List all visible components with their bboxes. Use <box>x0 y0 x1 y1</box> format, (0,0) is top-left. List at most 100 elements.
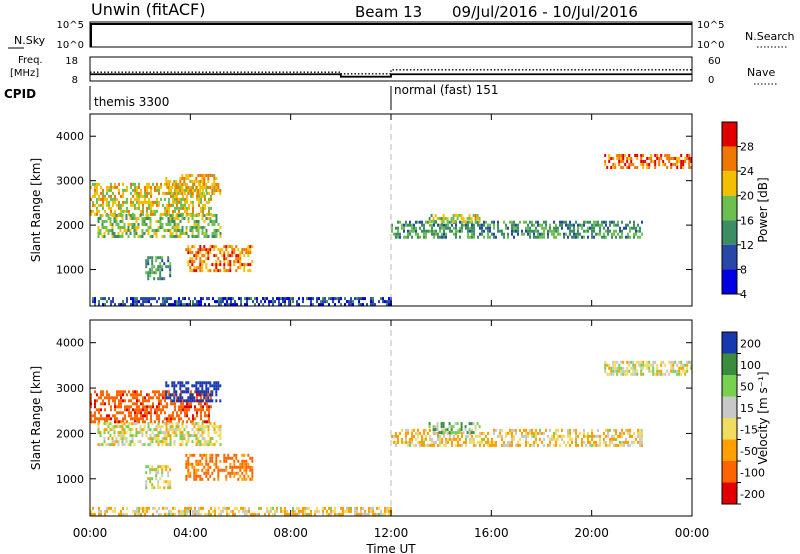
cpid-label: CPID <box>4 87 36 101</box>
power-echo-cell <box>112 203 114 207</box>
velocity-echo-cell <box>620 369 623 373</box>
velocity-echo-cell <box>126 405 128 409</box>
power-echo-cell <box>517 226 519 230</box>
velocity-echo-cell <box>461 443 463 447</box>
power-echo-cell <box>145 262 148 266</box>
velocity-echo-cell <box>132 396 134 400</box>
power-echo-cell <box>92 194 94 198</box>
velocity-echo-cell <box>119 425 122 429</box>
power-echo-cell <box>145 271 148 275</box>
power-echo-cell <box>187 192 190 195</box>
velocity-echo-cell <box>179 384 182 388</box>
power-echo-cell <box>227 254 230 258</box>
power-echo-cell <box>230 303 232 307</box>
velocity-echo-cell <box>178 512 180 516</box>
velocity-echo-cell <box>180 509 182 513</box>
power-echo-cell <box>458 214 461 217</box>
power-echo-cell <box>203 235 206 238</box>
power-echo-cell <box>187 189 190 192</box>
power-echo-cell <box>497 229 499 233</box>
nsky-tick-top-left: 10^5 <box>57 20 84 31</box>
power-echo-cell <box>666 154 669 157</box>
velocity-echo-cell <box>173 390 176 394</box>
velocity-echo-cell <box>190 390 192 394</box>
power-echo-cell <box>462 220 465 223</box>
velocity-echo-cell <box>146 506 148 510</box>
velocity-echo-cell <box>185 431 188 435</box>
power-echo-cell <box>106 197 108 201</box>
power-echo-cell <box>282 297 284 301</box>
power-echo-cell <box>191 235 194 238</box>
power-echo-cell <box>199 183 202 186</box>
power-echo-cell <box>108 203 110 207</box>
power-echo-cell <box>104 303 106 307</box>
velocity-echo-cell <box>238 509 240 513</box>
velocity-echo-cell <box>189 471 192 475</box>
power-echo-cell <box>170 297 172 301</box>
velocity-echo-cell <box>187 440 190 444</box>
velocity-echo-cell <box>136 512 138 516</box>
power-echo-cell <box>244 297 246 301</box>
power-echo-cell <box>442 214 445 217</box>
power-echo-cell <box>456 217 459 220</box>
velocity-echo-cell <box>161 471 164 475</box>
velocity-echo-cell <box>136 417 138 421</box>
velocity-echo-cell <box>200 512 202 516</box>
power-echo-cell <box>324 300 326 304</box>
power-echo-cell <box>167 259 170 263</box>
power-echo-cell <box>223 266 226 270</box>
power-echo-cell <box>587 235 589 239</box>
power-echo-cell <box>215 254 218 258</box>
velocity-echo-cell <box>284 509 286 513</box>
velocity-echo-cell <box>215 462 218 466</box>
velocity-echo-cell <box>631 434 633 438</box>
power-echo-cell <box>610 166 613 169</box>
velocity-echo-cell <box>425 428 427 432</box>
velocity-echo-cell <box>134 512 136 516</box>
power-echo-cell <box>213 235 216 238</box>
power-echo-cell <box>629 220 631 224</box>
power-echo-cell <box>340 297 342 301</box>
velocity-echo-cell <box>413 428 415 432</box>
velocity-echo-cell <box>251 465 254 469</box>
power-echo-cell <box>183 217 186 220</box>
velocity-echo-cell <box>125 437 128 441</box>
velocity-echo-cell <box>186 408 188 412</box>
velocity-echo-cell <box>178 420 180 424</box>
velocity-echo-cell <box>90 512 92 516</box>
power-echo-cell <box>113 220 116 223</box>
velocity-echo-cell <box>183 390 186 394</box>
power-echo-cell <box>134 300 136 304</box>
power-echo-cell <box>148 197 150 201</box>
velocity-echo-cell <box>109 422 112 426</box>
velocity-echo-cell <box>178 408 180 412</box>
y-tick-label: 1000 <box>56 264 84 277</box>
velocity-echo-cell <box>194 405 196 409</box>
velocity-echo-cell <box>613 434 615 438</box>
velocity-echo-cell <box>165 393 168 397</box>
velocity-echo-cell <box>164 399 166 403</box>
velocity-echo-cell <box>646 366 649 370</box>
power-echo-cell <box>443 229 445 233</box>
velocity-echo-cell <box>107 437 110 441</box>
velocity-echo-cell <box>203 393 206 397</box>
velocity-echo-cell <box>575 437 577 441</box>
power-echo-cell <box>374 303 376 307</box>
power-echo-cell <box>614 166 617 169</box>
velocity-echo-cell <box>682 369 685 373</box>
velocity-echo-cell <box>119 437 122 441</box>
velocity-echo-cell <box>384 509 386 513</box>
power-echo-cell <box>108 206 110 210</box>
power-echo-cell <box>527 223 529 227</box>
velocity-echo-cell <box>366 512 368 516</box>
velocity-echo-cell <box>179 434 182 438</box>
velocity-echo-cell <box>225 465 228 469</box>
velocity-echo-cell <box>266 509 268 513</box>
power-echo-cell <box>397 235 399 239</box>
velocity-echo-cell <box>120 399 122 403</box>
power-echo-cell <box>117 226 120 229</box>
power-echo-cell <box>607 232 609 236</box>
velocity-echo-cell <box>656 363 659 367</box>
power-echo-cell <box>395 235 397 239</box>
power-echo-cell <box>110 209 112 213</box>
